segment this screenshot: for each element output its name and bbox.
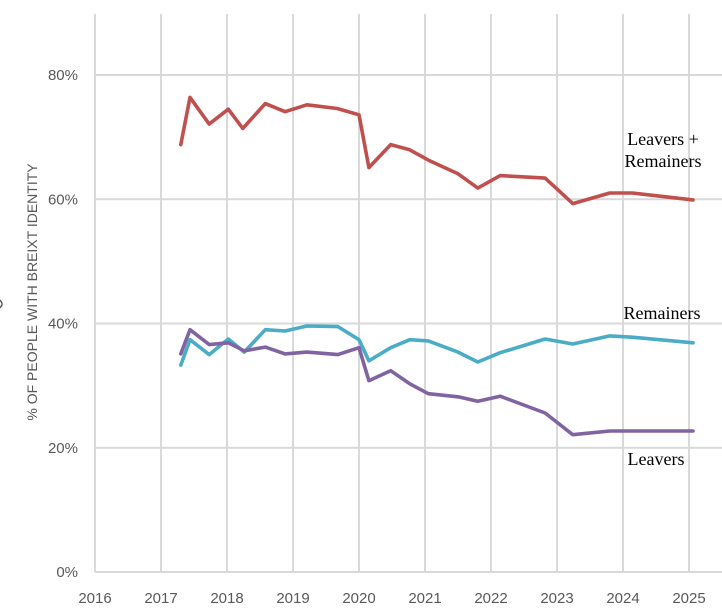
y-tick-label-80: 80% — [48, 67, 78, 84]
y-tick-label-0: 0% — [56, 564, 78, 581]
y-tick-label-40: 40% — [48, 316, 78, 333]
y-axis-tick-labels: 0% 20% 40% 60% 80% — [48, 67, 78, 581]
series-remainers — [179, 324, 695, 367]
horizontal-gridlines — [95, 74, 722, 573]
y-tick-label-20: 20% — [48, 440, 78, 457]
vertical-gridlines — [94, 14, 690, 572]
x-tick-label-2025: 2025 — [672, 590, 705, 607]
series-leavers-remainers — [179, 95, 695, 206]
annotation-leavers-remainers-line1: Leavers + — [627, 129, 699, 149]
x-tick-label-2021: 2021 — [408, 590, 441, 607]
annotation-remainers: Remainers — [624, 303, 701, 323]
x-tick-label-2017: 2017 — [144, 590, 177, 607]
x-tick-label-2019: 2019 — [276, 590, 309, 607]
x-tick-label-2024: 2024 — [606, 590, 639, 607]
series-annotations: Leavers + Remainers Remainers Leavers — [624, 129, 702, 469]
series-lines — [179, 95, 695, 437]
x-tick-label-2018: 2018 — [210, 590, 243, 607]
left-edge-marker — [0, 299, 3, 309]
x-tick-label-2023: 2023 — [540, 590, 573, 607]
series-line-leavers-remainers — [179, 95, 695, 206]
y-tick-label-60: 60% — [48, 191, 78, 208]
annotation-leavers: Leavers — [628, 449, 685, 469]
series-line-leavers — [179, 327, 695, 437]
series-leavers — [179, 327, 695, 437]
y-axis-label: % OF PEOPLE WITH BREIXT IDENTITY — [24, 163, 40, 421]
x-tick-label-2022: 2022 — [474, 590, 507, 607]
x-axis-tick-labels: 2016 2017 2018 2019 2020 2021 2022 2023 2024 2025 — [78, 590, 705, 607]
x-tick-label-2020: 2020 — [342, 590, 375, 607]
x-tick-label-2016: 2016 — [78, 590, 111, 607]
annotation-leavers-remainers-line2: Remainers — [625, 151, 702, 171]
series-line-remainers — [179, 324, 695, 367]
